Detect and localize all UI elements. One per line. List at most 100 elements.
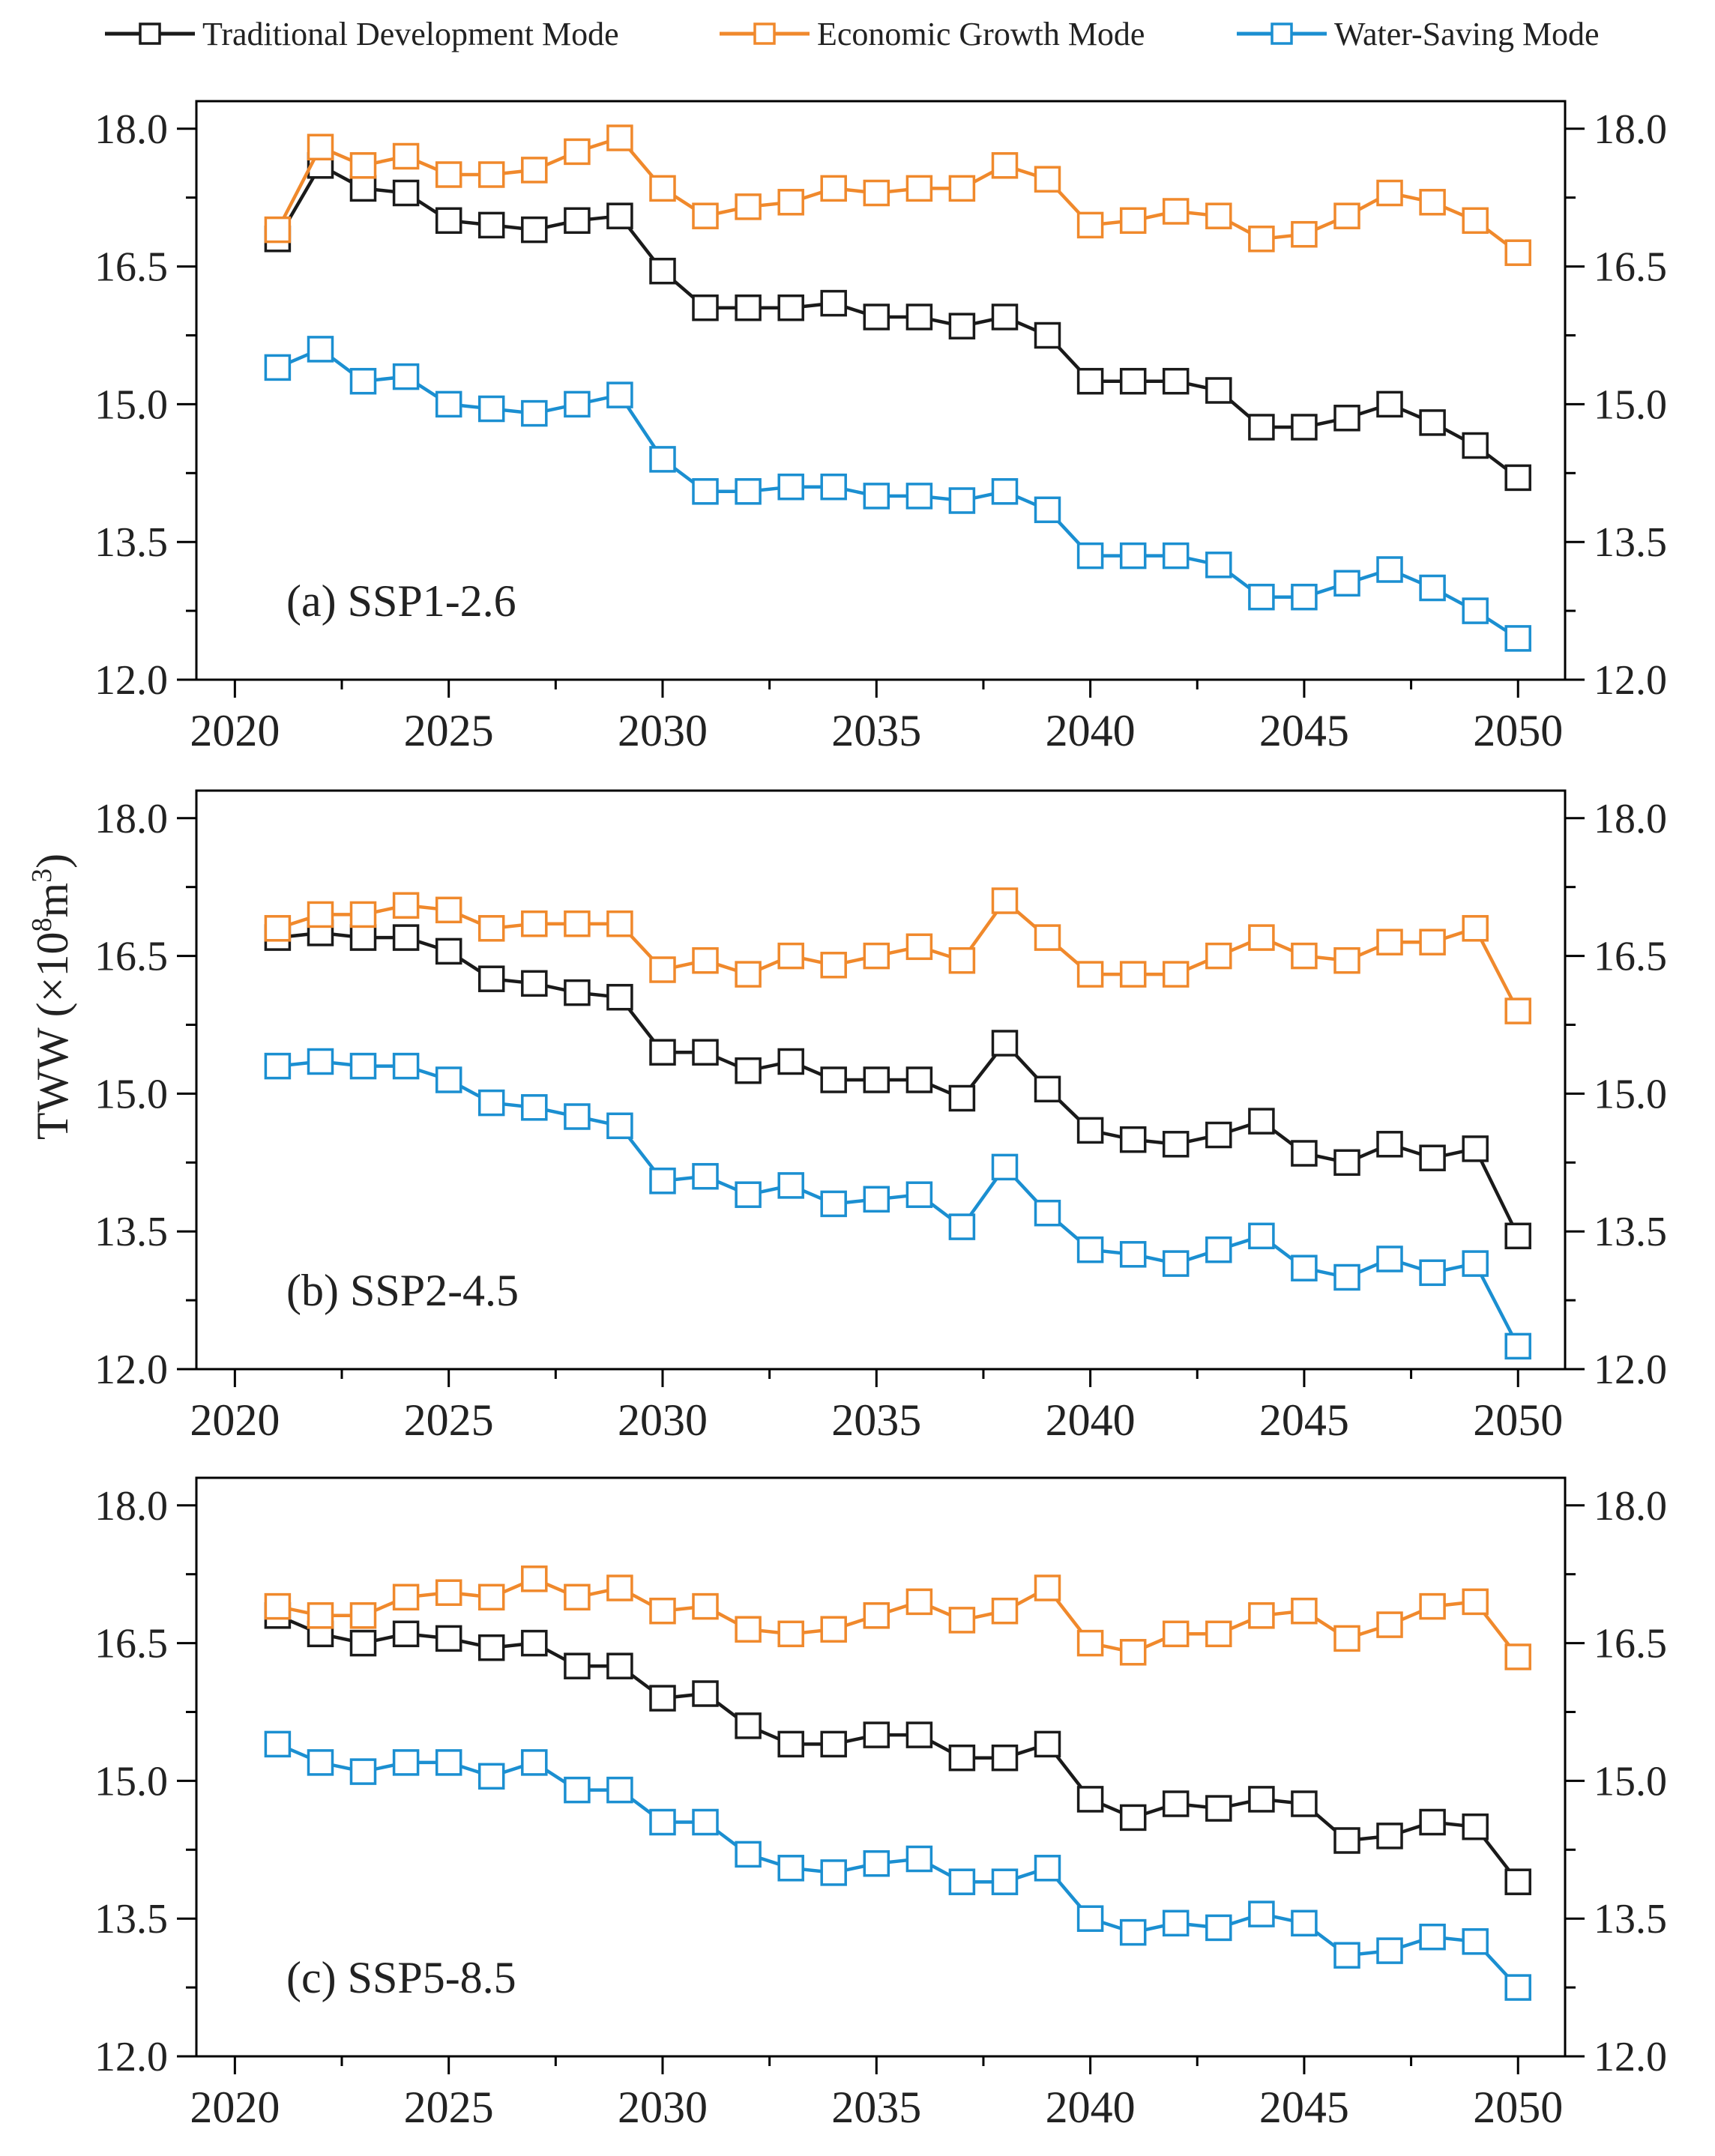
point-economic-2022	[307, 901, 334, 928]
point-water-saving-2022	[307, 1048, 334, 1075]
point-traditional-2026	[477, 1634, 505, 1661]
point-traditional-2032	[735, 1712, 762, 1739]
point-water-saving-2039	[1034, 496, 1061, 524]
point-economic-2030	[649, 175, 676, 202]
point-water-saving-2040	[1076, 542, 1104, 570]
point-traditional-2034	[820, 1066, 847, 1093]
point-economic-2037	[948, 175, 976, 202]
x-tick-label: 2050	[1473, 706, 1563, 755]
point-economic-2036	[905, 175, 933, 202]
point-water-saving-2038	[991, 478, 1019, 505]
series-line-economic	[276, 136, 1519, 254]
point-economic-2049	[1462, 207, 1489, 235]
point-traditional-2030	[649, 257, 676, 285]
point-economic-2050	[1504, 239, 1531, 266]
point-traditional-2023	[349, 924, 377, 951]
panel-3: 12.0 12.0 13.5 13.5 15.0 15.0 16.5 16.5 18.0 18.0…	[94, 1476, 1667, 2132]
point-economic-2041	[1119, 961, 1147, 988]
x-tick-label: 2020	[190, 706, 280, 755]
point-economic-2032	[735, 193, 762, 220]
point-traditional-2050	[1504, 1868, 1531, 1895]
legend-item-traditional: Traditional Development Mode	[105, 7, 619, 60]
point-water-saving-2048	[1419, 1259, 1446, 1287]
point-traditional-2050	[1504, 1222, 1531, 1250]
panel-1: 12.0 12.0 13.5 13.5 15.0 15.0 16.5 16.5 18.0 18.0…	[94, 100, 1667, 755]
point-traditional-2027	[521, 970, 548, 997]
point-water-saving-2030	[649, 446, 676, 473]
point-economic-2036	[905, 933, 933, 961]
point-economic-2029	[606, 124, 633, 151]
point-water-saving-2048	[1419, 1923, 1446, 1951]
point-traditional-2041	[1119, 1126, 1147, 1153]
point-economic-2023	[349, 152, 377, 179]
point-traditional-2024	[392, 924, 420, 951]
point-economic-2042	[1162, 1620, 1190, 1648]
point-water-saving-2034	[820, 1859, 847, 1886]
point-water-saving-2042	[1162, 542, 1190, 570]
point-water-saving-2037	[948, 1213, 976, 1240]
point-water-saving-2039	[1034, 1199, 1061, 1227]
point-economic-2034	[820, 952, 847, 979]
point-economic-2045	[1291, 942, 1318, 970]
point-traditional-2046	[1333, 1827, 1360, 1854]
x-tick-label: 2035	[831, 706, 921, 755]
point-traditional-2029	[606, 983, 633, 1011]
y-tick-label-left: 16.5	[94, 244, 168, 291]
point-traditional-2039	[1034, 1730, 1061, 1758]
point-water-saving-2039	[1034, 1855, 1061, 1882]
point-economic-2039	[1034, 1574, 1061, 1601]
point-water-saving-2049	[1462, 1928, 1489, 1955]
point-water-saving-2033	[777, 1855, 804, 1882]
plot-frame	[195, 100, 1567, 681]
point-traditional-2045	[1291, 1790, 1318, 1817]
series-line-traditional	[277, 1613, 1519, 1883]
point-water-saving-2050	[1504, 625, 1531, 652]
point-traditional-2041	[1119, 1804, 1147, 1832]
point-water-saving-2024	[392, 1052, 420, 1080]
point-traditional-2038	[991, 1030, 1019, 1057]
point-water-saving-2034	[820, 1190, 847, 1218]
point-water-saving-2043	[1205, 1236, 1232, 1263]
point-water-saving-2043	[1205, 1914, 1232, 1942]
point-water-saving-2028	[564, 1776, 591, 1804]
point-water-saving-2036	[905, 1845, 933, 1873]
legend: Traditional Development Mode Economic Gr…	[0, 0, 1715, 67]
point-water-saving-2033	[777, 473, 804, 501]
point-economic-2028	[564, 910, 591, 937]
legend-item-water-saving: Water-Saving Mode	[1237, 7, 1600, 60]
point-traditional-2039	[1034, 321, 1061, 349]
point-water-saving-2025	[435, 390, 462, 418]
point-economic-2037	[948, 1607, 976, 1634]
point-economic-2044	[1248, 226, 1275, 253]
y-tick-label-left: 12.0	[94, 1347, 168, 1393]
point-economic-2036	[905, 1588, 933, 1616]
point-water-saving-2024	[392, 1749, 420, 1776]
point-traditional-2024	[392, 179, 420, 207]
point-economic-2041	[1119, 207, 1147, 235]
point-economic-2039	[1034, 924, 1061, 951]
point-economic-2040	[1076, 1629, 1104, 1657]
y-tick-label-left: 12.0	[94, 657, 168, 704]
point-economic-2034	[820, 1616, 847, 1643]
point-economic-2026	[477, 915, 505, 942]
y-tick-label-right: 18.0	[1594, 796, 1667, 842]
y-tick-label-left: 13.5	[94, 519, 168, 566]
point-traditional-2023	[349, 175, 377, 202]
point-economic-2050	[1504, 1643, 1531, 1670]
y-tick-label-right: 16.5	[1594, 1621, 1667, 1667]
point-economic-2024	[392, 892, 420, 919]
point-water-saving-2022	[307, 1749, 334, 1776]
point-traditional-2033	[777, 1730, 804, 1758]
point-economic-2025	[435, 161, 462, 188]
point-water-saving-2047	[1376, 1245, 1403, 1272]
legend-label-traditional: Traditional Development Mode	[202, 15, 619, 52]
point-water-saving-2032	[735, 478, 762, 505]
point-economic-2035	[863, 179, 890, 207]
point-water-saving-2029	[606, 381, 633, 408]
point-traditional-2049	[1462, 432, 1489, 459]
point-water-saving-2045	[1291, 583, 1318, 611]
legend-label-water-saving: Water-Saving Mode	[1334, 15, 1600, 52]
point-traditional-2025	[435, 207, 462, 235]
y-tick-label-right: 15.0	[1594, 1071, 1667, 1117]
series-line-economic	[277, 1577, 1519, 1658]
